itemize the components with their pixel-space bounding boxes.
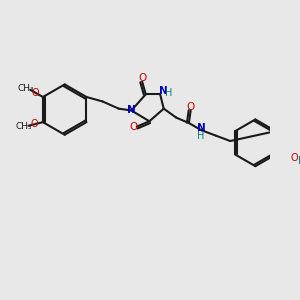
Text: O: O <box>138 73 146 83</box>
Text: N: N <box>197 123 206 134</box>
Text: O: O <box>187 102 195 112</box>
Text: N: N <box>159 86 168 96</box>
Text: CH₃: CH₃ <box>17 83 34 92</box>
Text: N: N <box>127 106 136 116</box>
Text: H: H <box>197 130 204 141</box>
Text: O: O <box>30 119 38 129</box>
Text: CH₃: CH₃ <box>16 122 32 131</box>
Text: O: O <box>129 122 137 132</box>
Text: H: H <box>298 156 300 166</box>
Text: H: H <box>165 88 173 98</box>
Text: O: O <box>31 88 39 98</box>
Text: O: O <box>291 153 298 163</box>
